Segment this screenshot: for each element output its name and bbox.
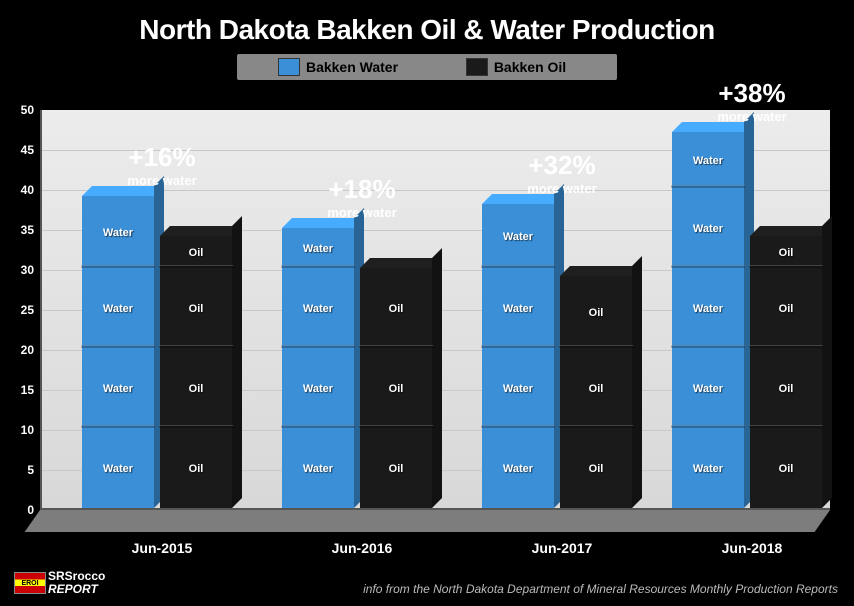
bar: Water Water Water Water (282, 228, 354, 508)
barrel-band (281, 265, 355, 268)
barrel-band (559, 425, 633, 428)
barrel-band (481, 265, 555, 268)
legend-item-water: Bakken Water (249, 58, 427, 76)
barrel-label: Water (282, 383, 354, 395)
barrel-label: Oil (560, 307, 632, 319)
attribution: EROI SRSrocco REPORT (14, 570, 105, 596)
barrel-label: Oil (160, 247, 232, 259)
x-label: Jun-2017 (472, 540, 652, 556)
bar: Water Water Water Water Water (672, 132, 744, 508)
x-label: Jun-2016 (272, 540, 452, 556)
legend-swatch-water (278, 58, 300, 76)
barrel-band (749, 345, 823, 348)
y-tick: 45 (21, 143, 34, 157)
barrel-band (749, 265, 823, 268)
barrel-label: Oil (360, 303, 432, 315)
y-axis: 05101520253035404550 (0, 110, 38, 510)
eroi-icon: EROI (14, 572, 46, 594)
barrel-band (81, 425, 155, 428)
barrel-band (281, 425, 355, 428)
pct-label: +38%more water (667, 78, 837, 124)
legend: Bakken Water Bakken Oil (237, 54, 617, 80)
barrel-label: Oil (750, 303, 822, 315)
barrel-band (159, 345, 233, 348)
plot-area: Water Water Water Water Oil Oil Oil Oil +16%more… (40, 110, 830, 510)
barrel-band (671, 265, 745, 268)
y-tick: 0 (27, 503, 34, 517)
barrel-band (81, 265, 155, 268)
barrel-label: Water (82, 383, 154, 395)
pct-label: +16%more water (77, 142, 247, 188)
barrel-band (481, 345, 555, 348)
barrel-label: Oil (750, 247, 822, 259)
barrel-label: Oil (160, 303, 232, 315)
pct-label: +32%more water (477, 150, 647, 196)
y-tick: 15 (21, 383, 34, 397)
barrel-label: Water (482, 231, 554, 243)
x-label: Jun-2015 (72, 540, 252, 556)
y-tick: 25 (21, 303, 34, 317)
attribution-text: SRSrocco REPORT (48, 570, 105, 596)
barrel-label: Water (672, 303, 744, 315)
y-tick: 30 (21, 263, 34, 277)
barrel-label: Oil (750, 463, 822, 475)
barrel-label: Oil (560, 463, 632, 475)
x-label: Jun-2018 (662, 540, 842, 556)
bar: Water Water Water Water (482, 204, 554, 508)
barrel-band (671, 425, 745, 428)
plot-floor (25, 510, 830, 532)
barrel-label: Oil (750, 383, 822, 395)
barrel-label: Water (482, 463, 554, 475)
barrel-label: Oil (160, 463, 232, 475)
barrel-label: Oil (560, 383, 632, 395)
barrel-band (481, 425, 555, 428)
barrel-band (359, 345, 433, 348)
barrel-label: Water (672, 223, 744, 235)
barrel-label: Water (82, 227, 154, 239)
barrel-label: Water (482, 383, 554, 395)
barrel-label: Water (82, 303, 154, 315)
y-tick: 35 (21, 223, 34, 237)
barrel-label: Water (282, 303, 354, 315)
barrel-band (159, 425, 233, 428)
bar: Oil Oil Oil (560, 276, 632, 508)
barrel-band (359, 425, 433, 428)
legend-item-oil: Bakken Oil (427, 58, 605, 76)
barrel-band (159, 265, 233, 268)
y-tick: 40 (21, 183, 34, 197)
barrel-label: Oil (360, 463, 432, 475)
barrel-label: Oil (360, 383, 432, 395)
legend-swatch-oil (466, 58, 488, 76)
bar: Oil Oil Oil Oil (750, 236, 822, 508)
barrel-band (281, 345, 355, 348)
source-text: info from the North Dakota Department of… (363, 582, 838, 596)
barrel-label: Water (482, 303, 554, 315)
barrel-label: Water (672, 383, 744, 395)
barrel-label: Water (282, 463, 354, 475)
barrel-label: Water (672, 463, 744, 475)
bar: Oil Oil Oil (360, 268, 432, 508)
legend-label-oil: Bakken Oil (494, 59, 566, 75)
y-tick: 10 (21, 423, 34, 437)
barrel-band (749, 425, 823, 428)
chart-title: North Dakota Bakken Oil & Water Producti… (0, 0, 854, 54)
barrel-band (81, 345, 155, 348)
bar: Water Water Water Water (82, 196, 154, 508)
chart-container: North Dakota Bakken Oil & Water Producti… (0, 0, 854, 606)
barrel-band (671, 345, 745, 348)
barrel-label: Water (82, 463, 154, 475)
barrel-label: Water (672, 155, 744, 167)
legend-label-water: Bakken Water (306, 59, 398, 75)
barrel-band (671, 185, 745, 188)
y-tick: 50 (21, 103, 34, 117)
barrel-label: Water (282, 243, 354, 255)
barrel-band (559, 345, 633, 348)
y-tick: 5 (27, 463, 34, 477)
barrel-label: Oil (160, 383, 232, 395)
pct-label: +18%more water (277, 174, 447, 220)
y-tick: 20 (21, 343, 34, 357)
bar: Oil Oil Oil Oil (160, 236, 232, 508)
